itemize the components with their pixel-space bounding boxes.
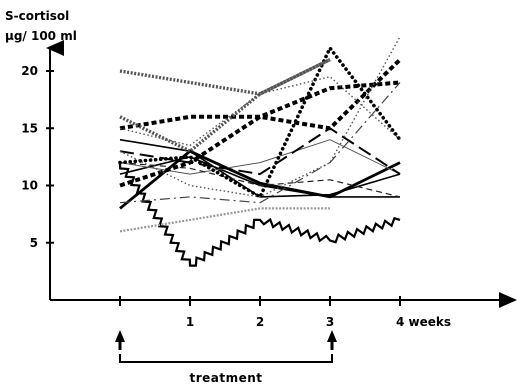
x-ticks: 1 2 3 4 weeks	[119, 296, 451, 329]
series-line	[119, 127, 401, 176]
y-tick-label: 20	[21, 64, 38, 78]
treatment-brace	[119, 354, 333, 363]
series-line	[118, 46, 402, 199]
treatment-arrow-end	[327, 330, 337, 350]
series-line	[119, 80, 401, 131]
series-line	[119, 138, 401, 198]
treatment-bracket: treatment	[115, 330, 337, 384]
series-line	[119, 58, 402, 188]
y-tick-label: 10	[21, 179, 38, 193]
y-axis-label-line2: µg/ 100 ml	[5, 29, 77, 43]
y-axis-label-line1: S-cortisol	[5, 9, 69, 23]
series-line	[119, 139, 401, 175]
x-tick-label: 1	[186, 315, 194, 329]
treatment-label: treatment	[189, 371, 262, 384]
x-tick-label: 4 weeks	[396, 315, 451, 329]
series-line	[119, 58, 331, 153]
series-line	[119, 207, 330, 233]
treatment-arrow-start	[115, 330, 125, 350]
series-line	[119, 58, 331, 96]
series-line	[119, 162, 401, 198]
y-tick-label: 5	[30, 236, 38, 250]
x-tick-label: 3	[326, 315, 334, 329]
x-tick-label: 2	[256, 315, 264, 329]
y-ticks: 5 10 15 20	[21, 64, 54, 250]
y-tick-label: 15	[21, 121, 38, 135]
series-line	[118, 162, 401, 267]
series-line	[119, 36, 401, 198]
series-line	[119, 82, 401, 204]
series-lines	[118, 36, 402, 267]
